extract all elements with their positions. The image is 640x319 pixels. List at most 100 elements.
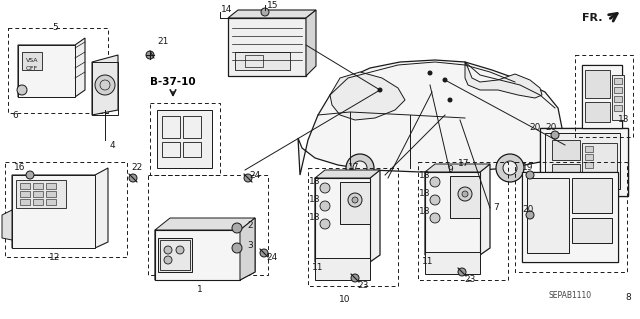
- Polygon shape: [12, 168, 108, 248]
- Circle shape: [164, 256, 172, 264]
- Text: 10: 10: [339, 295, 351, 305]
- Bar: [92, 62, 118, 115]
- Polygon shape: [228, 10, 316, 18]
- Text: 18: 18: [309, 176, 321, 186]
- Text: VSA: VSA: [26, 58, 38, 63]
- Polygon shape: [298, 60, 562, 175]
- Bar: [8, 28, 108, 113]
- Circle shape: [353, 161, 367, 175]
- Polygon shape: [330, 72, 405, 120]
- Text: 18: 18: [419, 189, 431, 197]
- Text: 19: 19: [522, 164, 534, 173]
- Bar: [150, 103, 220, 175]
- Text: 11: 11: [422, 257, 434, 266]
- Text: SEPAB1110: SEPAB1110: [548, 292, 591, 300]
- Text: 12: 12: [49, 254, 61, 263]
- Circle shape: [129, 174, 137, 182]
- Circle shape: [232, 243, 242, 253]
- Polygon shape: [158, 238, 192, 272]
- Text: 8: 8: [625, 293, 631, 302]
- Bar: [160, 240, 190, 270]
- Polygon shape: [2, 210, 12, 240]
- Circle shape: [346, 154, 374, 182]
- Circle shape: [26, 171, 34, 179]
- Polygon shape: [582, 65, 622, 128]
- Circle shape: [378, 87, 383, 93]
- Bar: [5, 162, 127, 257]
- Polygon shape: [315, 170, 380, 262]
- Circle shape: [164, 246, 172, 254]
- Bar: [614, 87, 622, 93]
- Text: 21: 21: [157, 38, 169, 47]
- Text: 18: 18: [309, 212, 321, 221]
- Text: 14: 14: [221, 5, 233, 14]
- Text: 24: 24: [250, 170, 260, 180]
- Text: 17: 17: [458, 159, 470, 167]
- Circle shape: [176, 246, 184, 254]
- Bar: [33, 183, 43, 189]
- Polygon shape: [18, 38, 85, 97]
- Bar: [450, 176, 480, 218]
- Text: 5: 5: [52, 24, 58, 33]
- Circle shape: [244, 174, 252, 182]
- Bar: [183, 142, 201, 157]
- Circle shape: [551, 131, 559, 139]
- Text: 9: 9: [447, 166, 453, 174]
- Bar: [46, 199, 56, 205]
- Bar: [515, 162, 627, 272]
- Text: 13: 13: [618, 115, 630, 124]
- Circle shape: [320, 201, 330, 211]
- Text: 20: 20: [545, 123, 556, 132]
- Bar: [540, 128, 628, 196]
- Circle shape: [146, 51, 154, 59]
- Polygon shape: [425, 164, 490, 172]
- Bar: [315, 178, 370, 262]
- Text: 20: 20: [522, 205, 534, 214]
- Circle shape: [447, 98, 452, 102]
- Bar: [612, 75, 624, 120]
- Polygon shape: [425, 164, 490, 255]
- Circle shape: [351, 274, 359, 282]
- Circle shape: [352, 197, 358, 203]
- Bar: [585, 102, 610, 122]
- Text: 16: 16: [14, 164, 26, 173]
- Text: 23: 23: [357, 280, 369, 290]
- Text: 3: 3: [247, 241, 253, 249]
- Bar: [162, 142, 180, 157]
- Bar: [245, 55, 263, 67]
- Bar: [315, 258, 370, 280]
- Circle shape: [17, 85, 27, 95]
- Bar: [614, 105, 622, 111]
- Bar: [46, 191, 56, 197]
- Bar: [575, 55, 633, 137]
- Circle shape: [261, 8, 269, 16]
- Circle shape: [430, 213, 440, 223]
- Polygon shape: [465, 62, 542, 98]
- Text: OFF: OFF: [26, 65, 38, 70]
- Bar: [340, 182, 370, 224]
- Text: 18: 18: [419, 206, 431, 216]
- Circle shape: [458, 268, 466, 276]
- Bar: [22, 52, 42, 70]
- Circle shape: [526, 211, 534, 219]
- Circle shape: [428, 70, 433, 76]
- Circle shape: [260, 249, 268, 257]
- Bar: [527, 178, 569, 253]
- Bar: [33, 199, 43, 205]
- Bar: [228, 18, 306, 76]
- Text: 1: 1: [197, 286, 203, 294]
- Text: 22: 22: [131, 164, 143, 173]
- Circle shape: [496, 154, 524, 182]
- Text: 23: 23: [464, 276, 476, 285]
- Bar: [235, 52, 290, 70]
- Text: 15: 15: [268, 1, 279, 10]
- Text: 11: 11: [312, 263, 324, 272]
- Bar: [20, 191, 30, 197]
- Text: 7: 7: [493, 204, 499, 212]
- Bar: [46, 183, 56, 189]
- Polygon shape: [155, 218, 255, 280]
- Circle shape: [462, 191, 468, 197]
- Circle shape: [320, 183, 330, 193]
- Bar: [183, 116, 201, 138]
- Bar: [162, 116, 180, 138]
